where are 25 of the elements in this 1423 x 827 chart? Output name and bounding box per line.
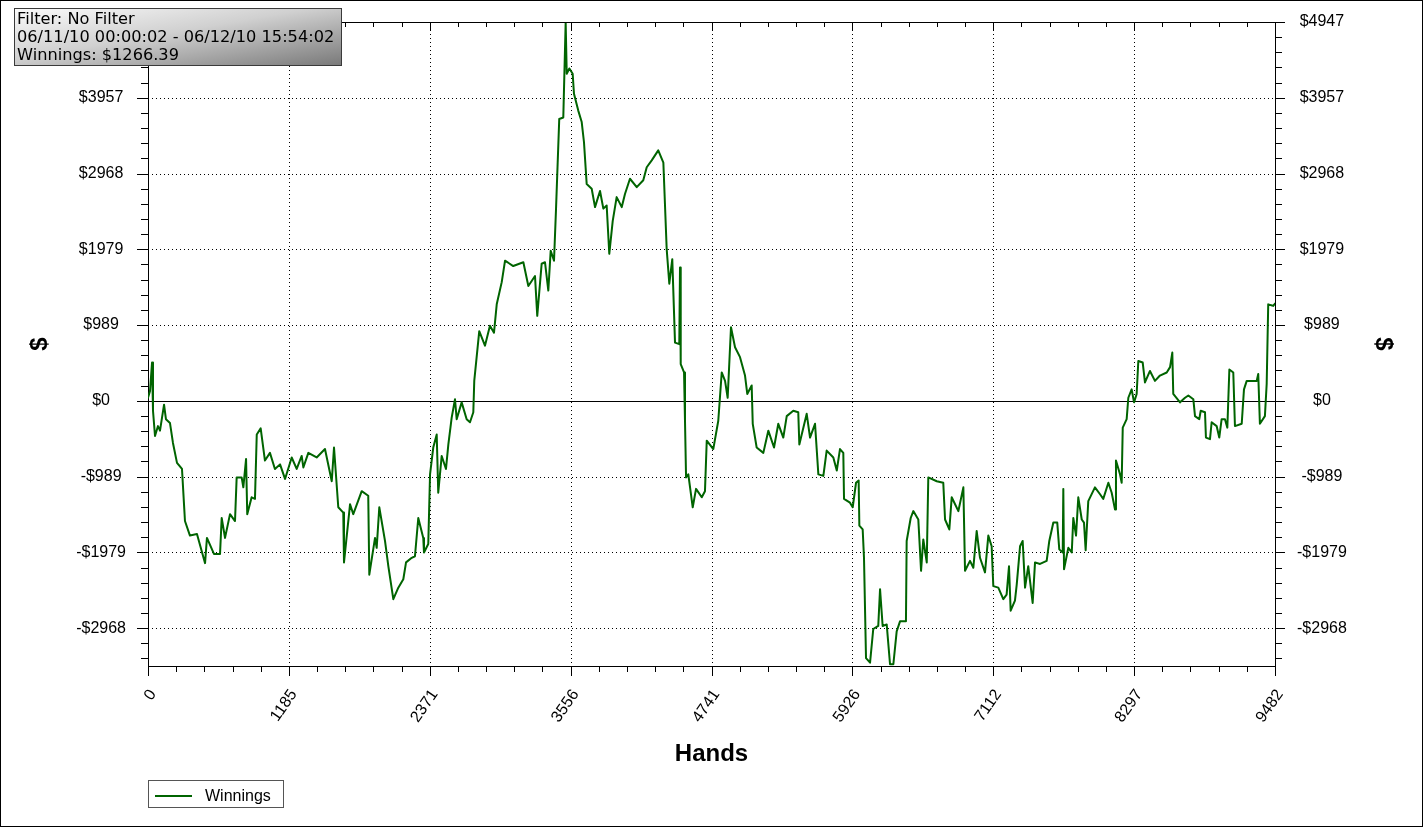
annotation: 06/11/10 00:00:02 - 06/12/10 15:54:02 [17,27,336,46]
y2-tick-label: $3957 [1299,88,1345,106]
y-tick-label: $1979 [78,239,124,257]
legend-label: Winnings [205,787,271,805]
annotation: Winnings: $1266.39 [17,45,180,64]
y-axis-title: $ [25,336,53,351]
y2-tick-label: $1979 [1299,239,1345,257]
x-axis-title: Hands [674,739,749,767]
y-tick-label: $989 [83,315,119,333]
y-tick-label: $3957 [78,88,124,106]
y2-tick-label: $4947 [1299,12,1345,30]
y2-tick-label: $0 [1313,391,1331,409]
y2-tick-label: $2968 [1299,163,1345,181]
y2-tick-label: -$2968 [1297,618,1347,636]
y-tick-label: -$2968 [76,618,127,636]
info-box: Filter: No Filter 06/11/10 00:00:02 - 06/12/10 15:54:02 Winnings: $1266.39 [14,8,342,66]
y2-tick-label: $989 [1304,315,1340,333]
y-tick-label: $0 [92,391,111,409]
y-tick-label: $2968 [78,163,124,181]
y-tick-label: -$1979 [76,542,127,560]
x-tick-label: 0 [140,685,160,704]
y2-tick-label: -$989 [1301,466,1343,484]
y-tick-label: -$989 [80,466,122,484]
y2-tick-label: -$1979 [1297,542,1347,560]
y2-axis-title: $ [1370,337,1398,352]
